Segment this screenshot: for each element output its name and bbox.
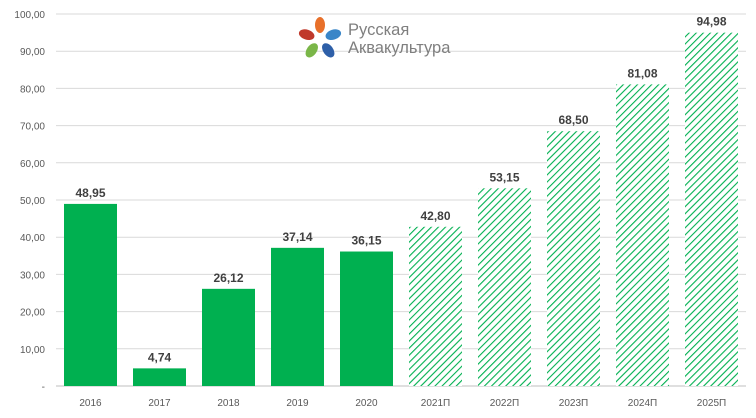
data-label: 42,80 — [420, 209, 450, 223]
data-label: 48,95 — [75, 186, 105, 200]
logo: Русская Аквакультура — [298, 17, 451, 58]
x-tick-label: 2025П — [697, 398, 726, 409]
bar — [133, 368, 186, 386]
x-tick-label: 2021П — [421, 398, 450, 409]
y-axis-tick-labels: - 10,00 20,00 30,00 40,00 50,00 60,00 70,00 80,0… — [14, 10, 45, 393]
x-tick-label: 2018 — [217, 398, 240, 409]
y-tick-label: 90,00 — [20, 47, 45, 58]
forecast-bar — [547, 131, 600, 386]
x-tick-label: 2020 — [355, 398, 378, 409]
bars — [64, 32, 738, 387]
data-label: 81,08 — [627, 66, 657, 80]
x-tick-label: 2022П — [490, 398, 519, 409]
y-tick-label: 60,00 — [20, 159, 45, 170]
forecast-bar — [685, 32, 738, 386]
bar — [271, 247, 324, 386]
data-label: 53,15 — [489, 170, 519, 184]
y-tick-label: 20,00 — [20, 308, 45, 319]
y-tick-label: 70,00 — [20, 122, 45, 133]
x-tick-label: 2019 — [286, 398, 309, 409]
data-label: 37,14 — [282, 230, 312, 244]
bar — [340, 251, 393, 386]
y-tick-label: 30,00 — [20, 270, 45, 281]
bar — [64, 203, 117, 386]
x-tick-label: 2017 — [148, 398, 171, 409]
x-axis-tick-labels: 2016 2017 2018 2019 2020 2021П 2022П 2023П 2024П… — [79, 398, 726, 409]
forecast-bar — [409, 226, 462, 386]
data-label: 26,12 — [213, 271, 243, 285]
y-tick-label: - — [42, 382, 45, 393]
data-label: 4,74 — [148, 350, 172, 364]
forecast-bar — [478, 188, 531, 386]
value-labels: 48,95 4,74 26,12 37,14 36,15 42,80 53,15 68,50 8… — [75, 15, 726, 365]
y-tick-label: 50,00 — [20, 196, 45, 207]
fish-ring-icon — [298, 17, 342, 58]
bar — [202, 288, 255, 386]
y-tick-label: 80,00 — [20, 84, 45, 95]
data-label: 36,15 — [351, 234, 381, 248]
data-label: 94,98 — [696, 15, 726, 29]
gridlines — [56, 13, 746, 387]
forecast-bar — [616, 84, 669, 387]
data-label: 68,50 — [558, 113, 588, 127]
y-tick-label: 10,00 — [20, 345, 45, 356]
x-tick-label: 2023П — [559, 398, 588, 409]
x-tick-label: 2016 — [79, 398, 102, 409]
logo-text-line2: Аквакультура — [348, 39, 451, 57]
y-tick-label: 40,00 — [20, 233, 45, 244]
logo-text-line1: Русская — [348, 21, 409, 39]
x-tick-label: 2024П — [628, 398, 657, 409]
y-tick-label: 100,00 — [14, 10, 45, 21]
